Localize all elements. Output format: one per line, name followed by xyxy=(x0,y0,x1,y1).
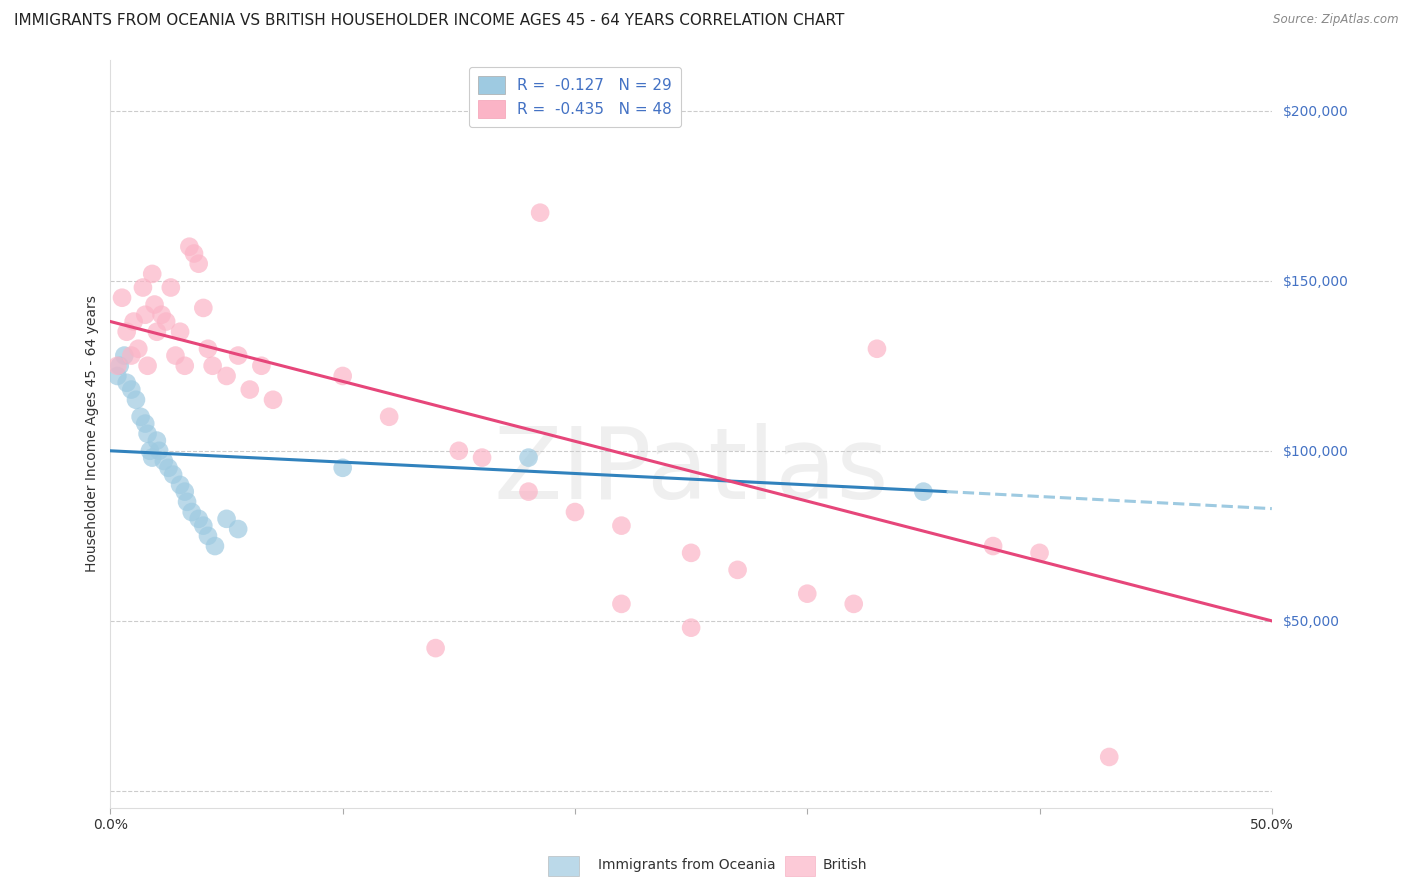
Point xyxy=(193,518,215,533)
Point xyxy=(134,308,156,322)
Point xyxy=(204,539,226,553)
Point xyxy=(226,349,249,363)
Point xyxy=(136,426,159,441)
Point xyxy=(262,392,284,407)
Point xyxy=(201,359,224,373)
Point xyxy=(143,297,166,311)
Point xyxy=(127,342,149,356)
Point xyxy=(132,280,155,294)
Point xyxy=(610,597,633,611)
Point xyxy=(1098,750,1121,764)
Point xyxy=(153,454,176,468)
Point xyxy=(173,484,195,499)
Point xyxy=(115,376,138,390)
Point xyxy=(105,359,128,373)
Point xyxy=(447,443,470,458)
Point xyxy=(169,325,191,339)
Point xyxy=(215,368,238,383)
Point xyxy=(981,539,1004,553)
Point xyxy=(155,314,177,328)
Point xyxy=(425,641,447,656)
Point xyxy=(517,450,540,465)
Point xyxy=(146,434,169,448)
Point xyxy=(250,359,273,373)
Point xyxy=(842,597,865,611)
Point xyxy=(912,484,935,499)
Point xyxy=(125,392,148,407)
Point xyxy=(193,301,215,315)
Text: Source: ZipAtlas.com: Source: ZipAtlas.com xyxy=(1274,13,1399,27)
Y-axis label: Householder Income Ages 45 - 64 years: Householder Income Ages 45 - 64 years xyxy=(86,295,100,573)
Point xyxy=(332,460,354,475)
Point xyxy=(517,484,540,499)
Point xyxy=(681,546,703,560)
Point xyxy=(529,205,551,219)
Point xyxy=(179,240,201,254)
Point xyxy=(183,246,205,260)
Point xyxy=(866,342,889,356)
Point xyxy=(141,450,163,465)
Point xyxy=(564,505,586,519)
Point xyxy=(165,349,187,363)
Point xyxy=(139,443,162,458)
Point xyxy=(727,563,749,577)
Point xyxy=(681,621,703,635)
Point xyxy=(148,443,170,458)
Point xyxy=(108,359,131,373)
Point xyxy=(471,450,494,465)
Point xyxy=(187,257,209,271)
Point xyxy=(332,368,354,383)
Point xyxy=(146,325,169,339)
Point xyxy=(157,460,180,475)
Point xyxy=(129,409,152,424)
Point xyxy=(239,383,262,397)
Text: British: British xyxy=(823,858,868,872)
Point xyxy=(226,522,249,536)
Point xyxy=(197,529,219,543)
Point xyxy=(1028,546,1050,560)
Legend: R =  -0.127   N = 29, R =  -0.435   N = 48: R = -0.127 N = 29, R = -0.435 N = 48 xyxy=(468,67,682,127)
Point xyxy=(173,359,195,373)
Point xyxy=(115,325,138,339)
Point xyxy=(111,291,134,305)
Point xyxy=(136,359,159,373)
Point xyxy=(105,368,128,383)
Point xyxy=(187,512,209,526)
Point xyxy=(150,308,173,322)
Point xyxy=(120,383,142,397)
Text: ZIPatlas: ZIPatlas xyxy=(494,423,889,520)
Point xyxy=(176,495,198,509)
Point xyxy=(134,417,156,431)
Point xyxy=(378,409,401,424)
Point xyxy=(122,314,145,328)
Point xyxy=(169,478,191,492)
Text: IMMIGRANTS FROM OCEANIA VS BRITISH HOUSEHOLDER INCOME AGES 45 - 64 YEARS CORRELA: IMMIGRANTS FROM OCEANIA VS BRITISH HOUSE… xyxy=(14,13,845,29)
Point xyxy=(120,349,142,363)
Point xyxy=(796,587,818,601)
Text: Immigrants from Oceania: Immigrants from Oceania xyxy=(598,858,775,872)
Point xyxy=(215,512,238,526)
Point xyxy=(141,267,163,281)
Point xyxy=(197,342,219,356)
Point xyxy=(112,349,135,363)
Point xyxy=(159,280,181,294)
Point xyxy=(610,518,633,533)
Point xyxy=(180,505,202,519)
Point xyxy=(162,467,184,482)
